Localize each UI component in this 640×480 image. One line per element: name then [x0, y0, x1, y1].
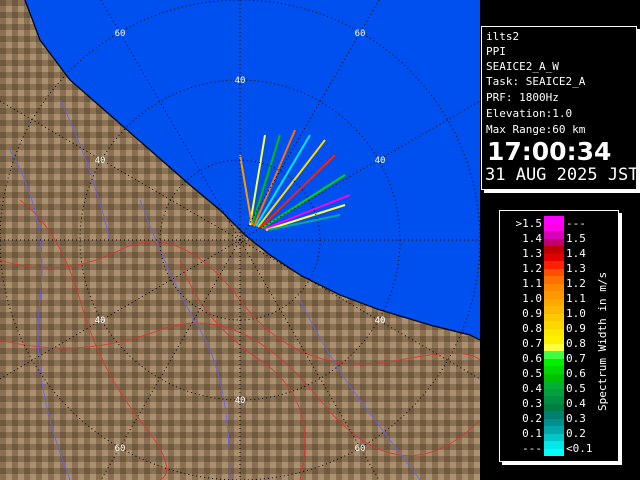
prf-value: PRF: 1800Hz [486, 91, 559, 104]
legend-unit-label: Spectrum Width in m/s [596, 271, 609, 411]
legend-left-label: 0.7 [522, 337, 542, 350]
ring-label: 60 [115, 444, 126, 454]
legend-left-label: 0.6 [522, 352, 542, 365]
color-swatch [544, 448, 564, 456]
color-swatch [544, 321, 564, 329]
color-swatch [544, 238, 564, 246]
color-swatch [544, 388, 564, 396]
color-swatch [544, 223, 564, 231]
scan-info-panel: ilts2 PPI SEAICE2_A_W Task: SEAICE2_A PR… [481, 26, 639, 190]
color-swatch [544, 358, 564, 366]
legend-right-label: 0.4 [566, 397, 586, 410]
color-swatch [544, 403, 564, 411]
legend-right-label: 0.9 [566, 322, 586, 335]
color-scale-bar [544, 216, 564, 456]
color-swatch [544, 231, 564, 239]
range-rings [0, 0, 480, 480]
ring-label: 40 [375, 156, 386, 166]
echo-returns [239, 129, 351, 231]
legend-right-label: 1.4 [566, 247, 586, 260]
color-swatch [544, 291, 564, 299]
color-swatch [544, 283, 564, 291]
ring-label: 40 [95, 316, 106, 326]
legend-right-label: 0.7 [566, 352, 586, 365]
color-swatch [544, 351, 564, 359]
coastline [24, 0, 480, 341]
legend-left-label: 0.5 [522, 367, 542, 380]
legend-left-label: 0.1 [522, 427, 542, 440]
legend-right-label: 1.2 [566, 277, 586, 290]
scan-time: 17:00:34 [487, 137, 612, 166]
legend-left-label: 1.4 [522, 232, 542, 245]
color-swatch [544, 336, 564, 344]
ring-label: 60 [355, 29, 366, 39]
legend-right-label: 0.3 [566, 412, 586, 425]
legend-left-label: 0.2 [522, 412, 542, 425]
color-swatch [544, 381, 564, 389]
color-swatch [544, 426, 564, 434]
radar-ppi-map[interactable]: 60 60 40 40 40 40 40 40 60 60 [0, 0, 480, 480]
ring-label: 40 [95, 156, 106, 166]
color-swatch [544, 411, 564, 419]
scan-date: 31 AUG 2025 JST [485, 165, 639, 185]
color-swatch [544, 246, 564, 254]
legend-right-label: 1.3 [566, 262, 586, 275]
color-swatch [544, 343, 564, 351]
elevation-value: Elevation:1.0 [486, 107, 573, 120]
ring-label: 40 [375, 316, 386, 326]
legend-left-label: 0.4 [522, 382, 542, 395]
ring-labels: 60 60 40 40 40 40 40 40 60 60 [95, 29, 386, 454]
legend-left-label: 0.3 [522, 397, 542, 410]
color-swatch [544, 328, 564, 336]
color-swatch [544, 268, 564, 276]
legend-left-label: 1.2 [522, 262, 542, 275]
max-range-value: Max Range:60 km [486, 123, 586, 136]
ring-label: 60 [355, 444, 366, 454]
legend-left-label: --- [522, 442, 542, 455]
color-swatch [544, 298, 564, 306]
task-name: Task: SEAICE2_A [486, 75, 586, 88]
legend-left-label: 1.3 [522, 247, 542, 260]
color-swatch [544, 418, 564, 426]
color-swatch [544, 366, 564, 374]
legend-right-label: 0.8 [566, 337, 586, 350]
color-swatch [544, 306, 564, 314]
rivers [9, 99, 421, 480]
legend-right-label: 1.5 [566, 232, 586, 245]
scan-type: PPI [486, 45, 506, 58]
color-swatch [544, 276, 564, 284]
color-swatch [544, 441, 564, 449]
legend-right-label: 0.2 [566, 427, 586, 440]
color-swatch [544, 313, 564, 321]
color-swatch [544, 373, 564, 381]
color-swatch [544, 253, 564, 261]
color-legend: >1.5 --- 1.4 1.5 1.3 1.4 1.2 1.3 1.1 1.2 1.0 1.1 0.9… [499, 210, 619, 462]
color-swatch [544, 433, 564, 441]
color-swatch [544, 396, 564, 404]
legend-left-label: 0.8 [522, 322, 542, 335]
color-swatch [544, 261, 564, 269]
ring-label: 40 [235, 76, 246, 86]
scan-name: SEAICE2_A_W [486, 60, 559, 73]
ring-label: 60 [115, 29, 126, 39]
legend-right-label: 1.1 [566, 292, 586, 305]
color-swatch [544, 216, 564, 224]
legend-right-label: 0.6 [566, 367, 586, 380]
ring-label: 40 [235, 396, 246, 406]
legend-left-label: 1.1 [522, 277, 542, 290]
legend-left-label: 0.9 [522, 307, 542, 320]
legend-right-label: <0.1 [566, 442, 593, 455]
site-name: ilts2 [486, 30, 520, 43]
legend-right-label: --- [566, 217, 586, 230]
legend-right-label: 0.5 [566, 382, 586, 395]
legend-left-label: >1.5 [515, 217, 543, 230]
legend-right-label: 1.0 [566, 307, 586, 320]
legend-left-label: 1.0 [522, 292, 542, 305]
